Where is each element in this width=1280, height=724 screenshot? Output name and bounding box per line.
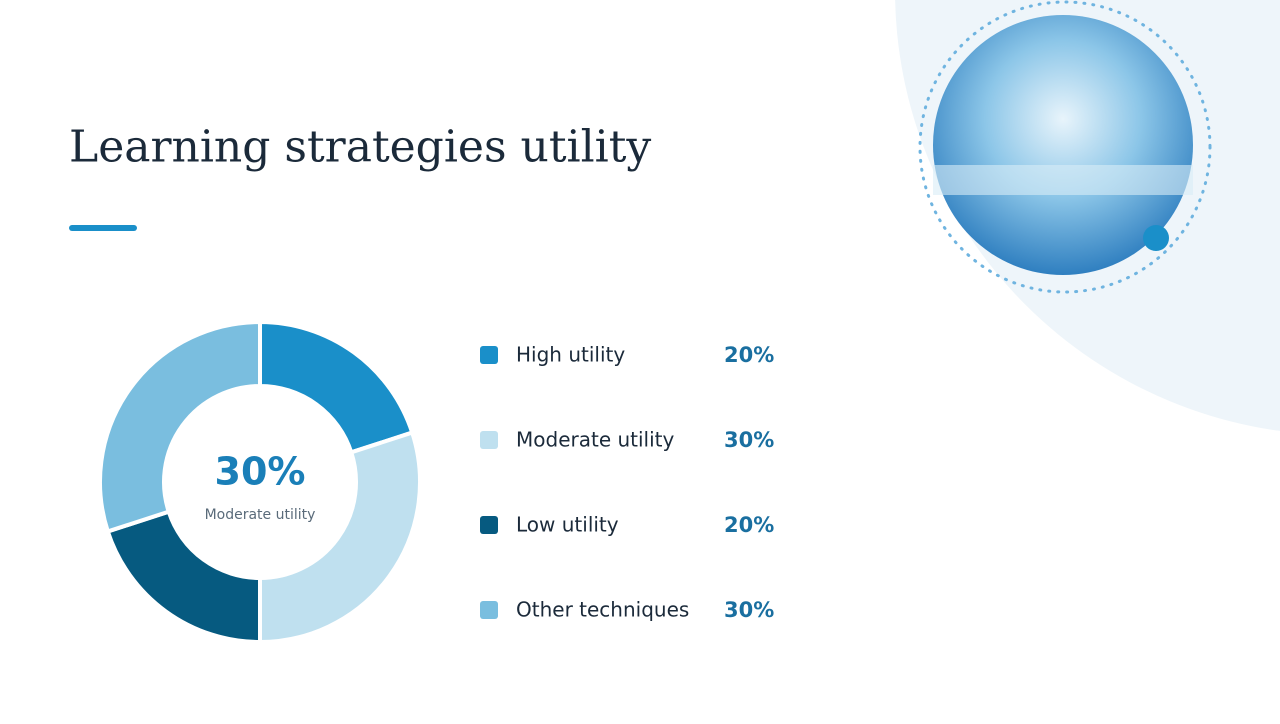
donut-segment (258, 319, 415, 455)
legend-label: High utility (516, 343, 625, 367)
legend-label: Moderate utility (516, 428, 675, 452)
legend-label: Low utility (516, 513, 619, 537)
illustration-floor (933, 165, 1193, 195)
legend-value: 20% (724, 343, 774, 367)
legend: High utility 20% Moderate utility 30% Low ut… (480, 343, 774, 622)
donut-segment (105, 509, 262, 645)
legend-swatch (480, 601, 498, 619)
title-accent (69, 225, 137, 231)
legend-label: Other techniques (516, 598, 689, 622)
donut (98, 319, 422, 645)
legend-swatch (480, 431, 498, 449)
illustration (933, 15, 1193, 275)
legend-swatch (480, 516, 498, 534)
legend-swatch (480, 346, 498, 364)
accent-dot (1143, 225, 1169, 251)
legend-value: 20% (724, 513, 774, 537)
donut-segment (258, 430, 422, 645)
dotted-ring (918, 0, 1212, 294)
title: Learning strategies utility (69, 122, 651, 173)
center-value: 30% (215, 450, 306, 494)
center-label: Moderate utility (205, 507, 316, 523)
donut-segment (98, 319, 262, 534)
legend-value: 30% (724, 598, 774, 622)
legend-value: 30% (724, 428, 774, 452)
